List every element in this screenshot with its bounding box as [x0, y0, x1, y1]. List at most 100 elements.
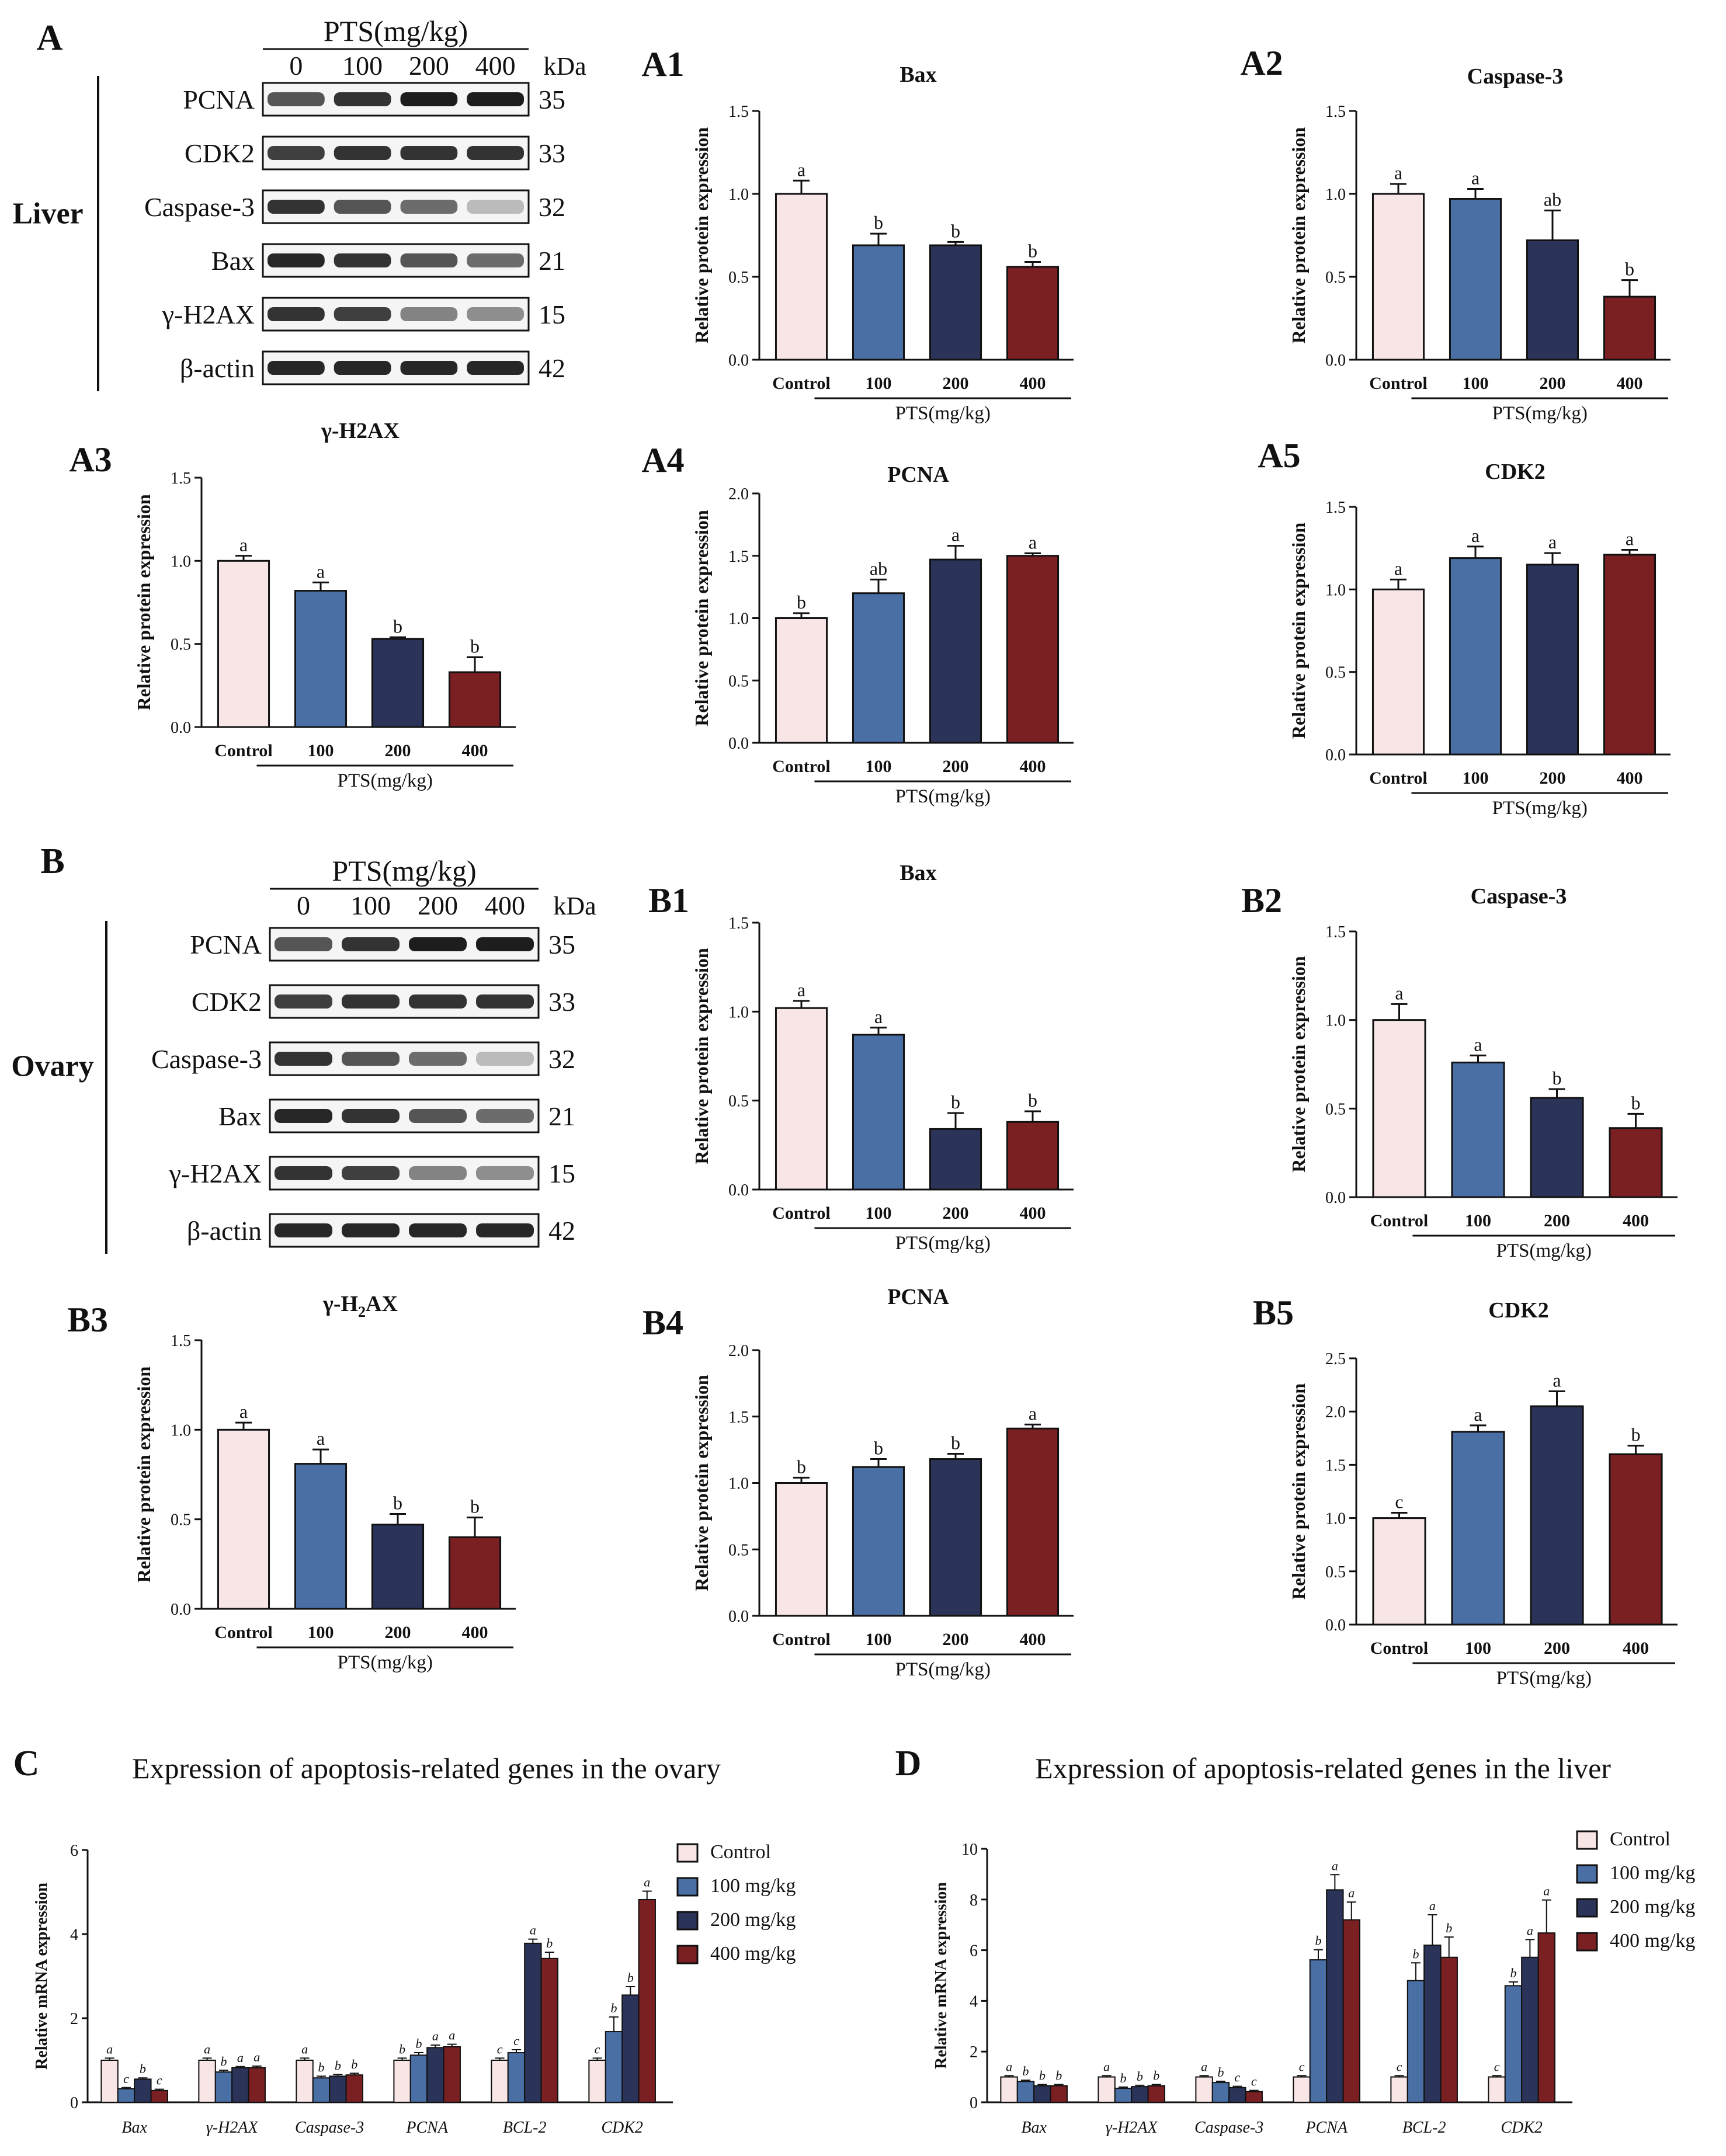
bar-control: [198, 2060, 216, 2103]
significance-letter: b: [470, 635, 480, 656]
bar-control: [393, 2060, 411, 2103]
blot-kda-value: 15: [539, 300, 565, 329]
blot-band: [467, 307, 524, 321]
y-tick-label: 1.5: [171, 1332, 191, 1350]
x-tick-label: Control: [1369, 768, 1427, 788]
blot-band: [400, 361, 458, 375]
blot-kda-value: 32: [548, 1044, 575, 1074]
panel-letter: A5: [1258, 436, 1300, 475]
significance-letter: b: [1120, 2071, 1126, 2085]
significance-letter: b: [874, 1438, 883, 1459]
x-tick-label: 100: [866, 1204, 892, 1223]
significance-letter: a: [317, 1428, 325, 1449]
significance-letter: ab: [870, 558, 887, 579]
bar-200: [371, 638, 425, 728]
significance-letter: c: [1234, 2070, 1240, 2085]
bar-200-mg-kg: [426, 2047, 444, 2103]
x-tick-label: 200: [1544, 1639, 1570, 1658]
bar-400-mg-kg: [1440, 1956, 1458, 2103]
bar-control: [1371, 588, 1425, 756]
blot-protein-label: Bax: [218, 1101, 262, 1131]
significance-letter: b: [393, 1492, 402, 1513]
x-tick-label: Caspase-3: [1194, 2119, 1263, 2137]
chart-A5: A5 CDK2 0.0 0.5 1.0 1.5 Relative protein expre…: [1258, 436, 1671, 819]
bar-400-mg-kg: [150, 2089, 168, 2103]
x-tick-label: 100: [866, 757, 892, 776]
legend-label: 400 mg/kg: [1610, 1930, 1695, 1952]
chart-B2: B2 Caspase-3 0.0 0.5 1.0 1.5 Relative protein …: [1241, 881, 1678, 1261]
x-tick-label: 400: [1623, 1211, 1649, 1230]
x-tick-label: Control: [772, 757, 830, 776]
panel-letter: A: [37, 18, 63, 58]
blot-dose-label: 400: [475, 51, 516, 81]
significance-letter: b: [951, 220, 960, 241]
blot-band: [409, 1223, 467, 1237]
bar-400-mg-kg: [443, 2046, 461, 2103]
panel-letter: A3: [69, 440, 112, 479]
legend-swatch: [676, 1843, 699, 1863]
blot-band: [476, 1166, 534, 1180]
bar-200: [1530, 1405, 1584, 1626]
y-tick-label: 0.0: [1325, 352, 1346, 370]
blot-kda-value: 33: [548, 987, 575, 1017]
bar-400-mg-kg: [1537, 1932, 1555, 2103]
bar-200-mg-kg: [231, 2067, 249, 2103]
significance-letter: ab: [1544, 189, 1561, 210]
bar-100-mg-kg: [214, 2071, 233, 2103]
significance-letter: a: [1201, 2059, 1207, 2074]
significance-letter: a: [1471, 525, 1480, 546]
significance-letter: c: [595, 2042, 600, 2056]
bar-100-mg-kg: [1504, 1985, 1523, 2103]
y-tick-label: 0.5: [171, 1511, 191, 1529]
bar-400: [1609, 1127, 1663, 1198]
significance-letter: a: [1332, 1858, 1338, 1873]
legend-swatch: [1576, 1830, 1598, 1850]
blot-band: [467, 92, 524, 106]
blot-dose-label: 0: [289, 51, 303, 81]
significance-letter: a: [1006, 2059, 1012, 2074]
y-axis-label: Relative protein expression: [1288, 127, 1309, 344]
y-tick-label: 0.5: [728, 672, 749, 690]
blot-dose-title: PTS(mg/kg): [324, 15, 468, 47]
bar-100: [1449, 198, 1502, 361]
bar-400: [1006, 555, 1060, 744]
y-axis-label: Relative protein expression: [691, 948, 712, 1164]
blot-dose-label: 200: [418, 891, 458, 920]
y-axis-label: Relative protein expression: [691, 1375, 712, 1591]
significance-letter: a: [432, 2029, 439, 2043]
y-tick-label: 0.5: [728, 269, 749, 287]
blot-band: [400, 253, 458, 267]
chart-A3: A3 γ-H2AX 0.0 0.5 1.0 1.5 Relative protein exp…: [69, 419, 516, 791]
bar-control: [775, 193, 828, 361]
chart-C: C Expression of apoptosis-related genes i…: [13, 1744, 796, 2137]
bar-200-mg-kg: [329, 2075, 347, 2103]
bar-control: [217, 1428, 270, 1610]
significance-letter: b: [393, 615, 402, 637]
blot-protein-label: γ-H2AX: [162, 300, 255, 329]
chart-A1: A1 Bax 0.0 0.5 1.0 1.5 Relative protein expres…: [641, 45, 1074, 424]
bar-200: [1530, 1097, 1584, 1198]
blot-band: [476, 1109, 534, 1123]
blot-band: [334, 253, 391, 267]
blot-band: [476, 994, 534, 1009]
chart-title: PCNA: [887, 463, 949, 487]
bar-200: [1526, 239, 1579, 361]
bar-400: [1609, 1453, 1663, 1626]
significance-letter: a: [204, 2042, 210, 2056]
significance-letter: b: [874, 212, 883, 233]
legend-label: Control: [1610, 1828, 1671, 1850]
chart-title: CDK2: [1485, 460, 1545, 484]
y-tick-label: 0.5: [728, 1541, 749, 1559]
y-tick-label: 1.0: [728, 186, 749, 204]
bar-400-mg-kg: [1050, 2085, 1068, 2103]
blot-protein-label: Bax: [211, 246, 255, 276]
x-tick-label: 400: [462, 1623, 488, 1642]
y-tick-label: 0.0: [728, 1608, 749, 1626]
blot-kda-value: 35: [539, 85, 565, 114]
x-tick-label: 200: [1540, 768, 1566, 788]
blot-kda-value: 21: [539, 246, 565, 276]
blot-band: [275, 1052, 332, 1066]
x-tick-label: 200: [1544, 1211, 1570, 1230]
chart-B3: B3 γ-H2AX 0.0 0.5 1.0 1.5 Relative protein exp…: [67, 1292, 516, 1673]
